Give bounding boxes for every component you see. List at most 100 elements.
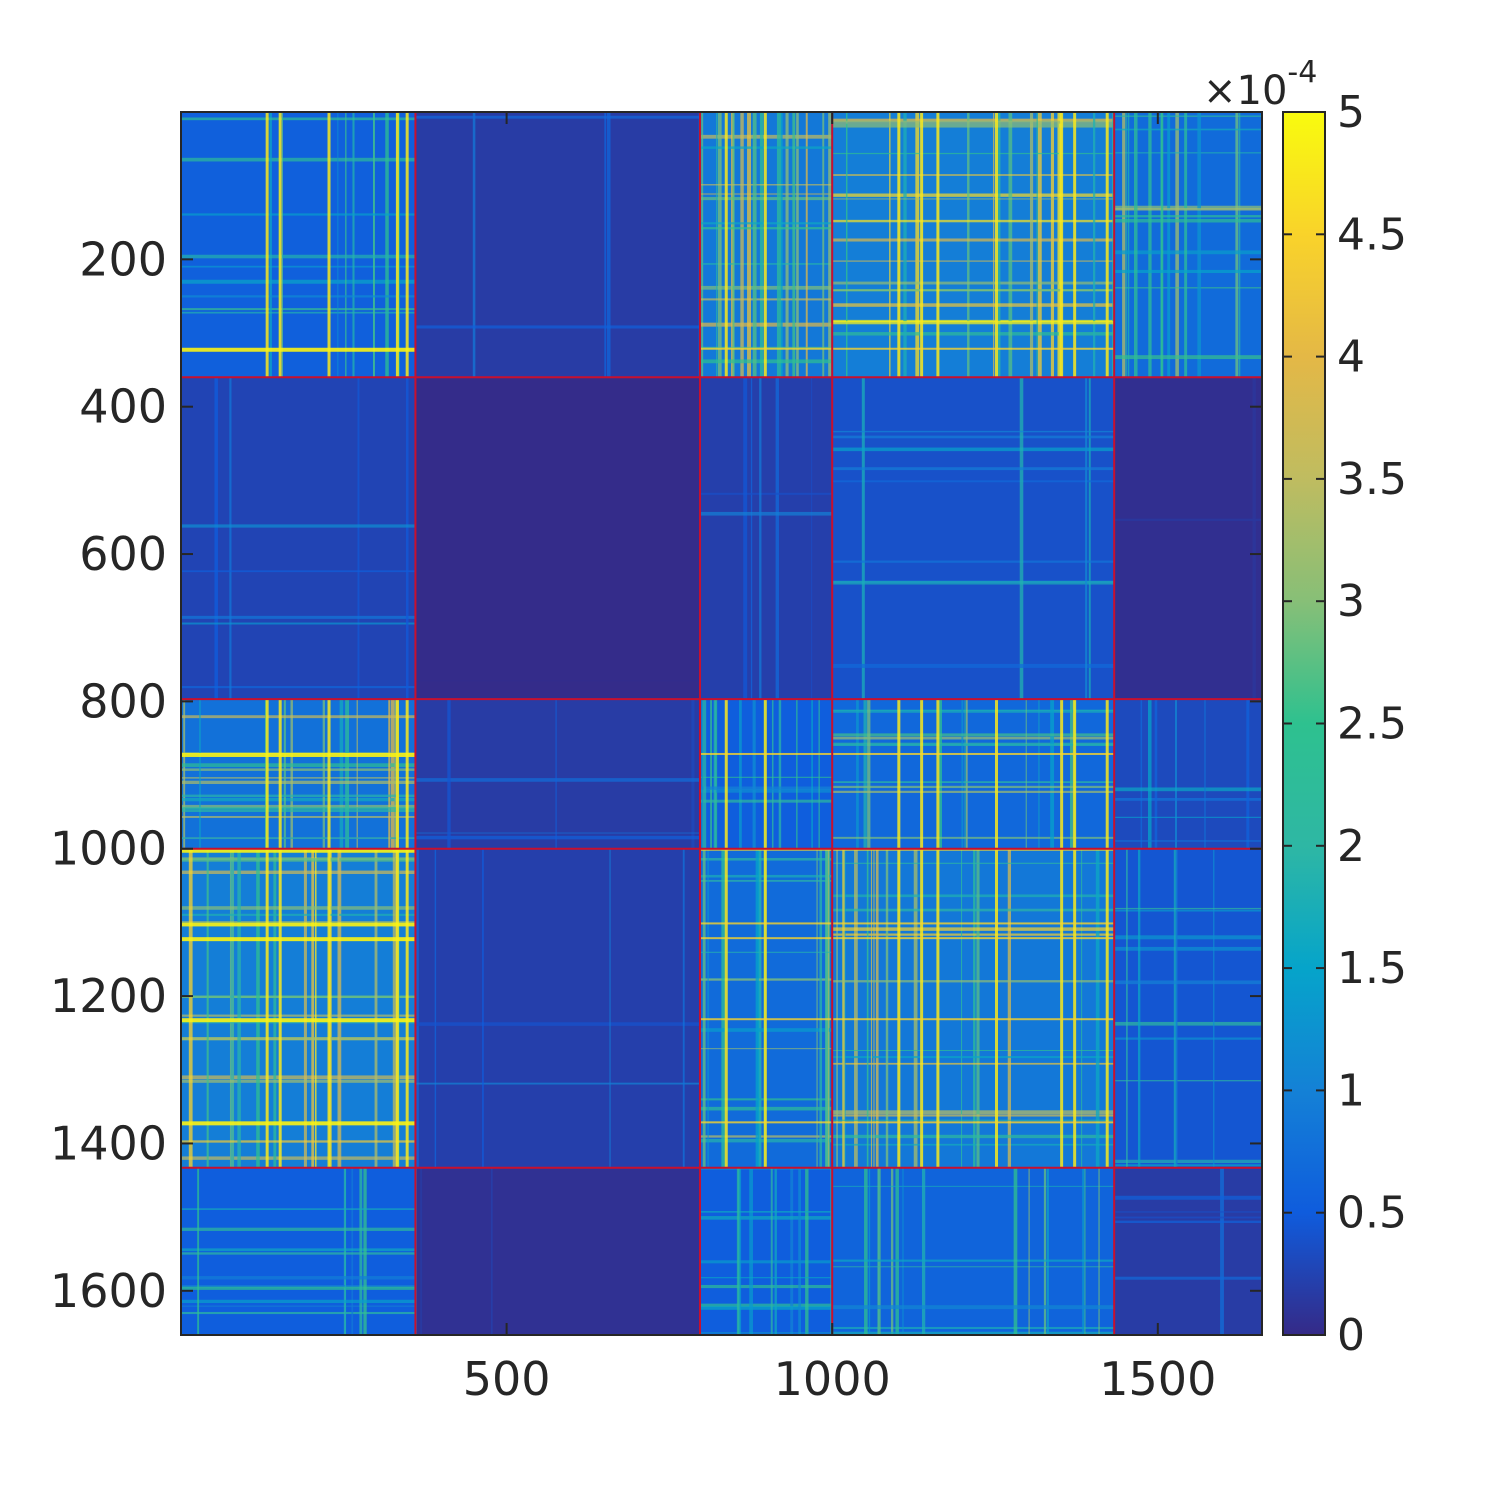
heatmap-stripe (181, 1140, 416, 1143)
heatmap-stripe (832, 1062, 1115, 1065)
heatmap-stripe (770, 1167, 773, 1335)
heatmap-hot-row (181, 937, 416, 942)
heatmap-stripe (902, 1167, 904, 1335)
heatmap-stripe (606, 112, 611, 378)
heatmap-stripe (915, 112, 920, 378)
heatmap-stripe (1114, 946, 1262, 951)
heatmap-stripe (832, 1305, 1115, 1310)
heatmap-stripe (1114, 798, 1262, 801)
heatmap-stripe (181, 1227, 416, 1231)
heatmap-stripe (866, 848, 869, 1168)
heatmap-stripe (181, 715, 416, 719)
y-tick-label: 600 (79, 527, 167, 581)
heatmap-stripe (352, 112, 355, 378)
heatmap-stripe (1028, 1167, 1030, 1335)
heatmap-hot-row (700, 937, 1115, 940)
heatmap-stripe (609, 848, 611, 1168)
heatmap-stripe (1114, 152, 1262, 154)
heatmap-stripe (832, 430, 1115, 433)
heatmap-stripe (875, 848, 879, 1168)
heatmap-stripe (415, 1022, 701, 1026)
heatmap-stripe (903, 112, 907, 378)
heatmap-hot-column (936, 699, 940, 1168)
heatmap-stripe (816, 848, 818, 1168)
heatmap-block (832, 1167, 1115, 1335)
heatmap-stripe (1114, 907, 1262, 910)
heatmap-stripe (181, 913, 416, 916)
heatmap-stripe (703, 699, 707, 849)
heatmap-stripe (752, 112, 757, 378)
heatmap-stripe (181, 804, 416, 809)
heatmap-block (181, 848, 416, 1168)
heatmap-stripe (832, 894, 1115, 898)
heatmap-stripe (1013, 1167, 1018, 1335)
heatmap-stripe (1114, 1164, 1262, 1167)
heatmap-stripe (1235, 112, 1239, 378)
heatmap-stripe (700, 1277, 833, 1279)
heatmap-stripe (691, 699, 695, 849)
heatmap-stripe (337, 848, 340, 1168)
y-tick-label: 1400 (50, 1116, 167, 1170)
heatmap-stripe (796, 699, 798, 849)
colorbar-tick-label: 3.5 (1337, 454, 1407, 505)
heatmap-stripe (1137, 848, 1141, 1168)
heatmap-stripe (832, 862, 1115, 864)
heatmap-stripe (416, 848, 419, 1168)
heatmap-stripe (1008, 112, 1013, 378)
heatmap-stripe (832, 1266, 1115, 1268)
colorbar-tick-label: 0.5 (1337, 1188, 1407, 1239)
heatmap-stripe (811, 377, 813, 700)
heatmap-stripe (774, 1167, 777, 1335)
heatmap-stripe (682, 848, 685, 1168)
heatmap-stripe (1082, 1167, 1085, 1335)
colorbar-tick-label: 5 (1337, 87, 1365, 138)
heatmap-stripe (889, 112, 891, 378)
heatmap-hot-column (1105, 699, 1109, 1168)
heatmap-hot-row (700, 347, 1115, 350)
heatmap-stripe (1126, 848, 1128, 1168)
heatmap-block (415, 112, 701, 378)
heatmap-stripe (832, 1056, 1115, 1059)
heatmap-stripe (832, 790, 1115, 793)
heatmap-stripe (359, 1167, 363, 1335)
heatmap-block (181, 377, 416, 700)
heatmap-stripe (832, 1331, 1115, 1335)
heatmap-stripe (181, 809, 416, 812)
heatmap-stripe (1114, 1021, 1262, 1026)
heatmap-stripe (181, 1284, 416, 1288)
heatmap-stripe (1114, 215, 1262, 218)
heatmap-hot-column (327, 699, 331, 1168)
heatmap-stripe (338, 848, 342, 1168)
heatmap-stripe (181, 768, 416, 771)
heatmap-stripe (311, 848, 315, 1168)
heatmap-stripe (1114, 115, 1262, 117)
heatmap-block (1114, 1167, 1262, 1335)
heatmap-stripe (832, 120, 1115, 124)
heatmap-stripe (811, 699, 813, 849)
heatmap-stripe (337, 112, 339, 378)
heatmap-stripe (237, 848, 241, 1168)
heatmap-stripe (700, 1168, 833, 1170)
heatmap-stripe (363, 1167, 367, 1335)
heatmap-hot-column (265, 112, 269, 378)
heatmap-stripe (710, 699, 712, 849)
x-tick-label: 1000 (774, 1352, 891, 1406)
heatmap-hot-row (700, 922, 1115, 925)
heatmap-hot-column (920, 699, 924, 1168)
heatmap-stripe (1019, 377, 1024, 700)
heatmap-stripe (1050, 699, 1055, 849)
heatmap-block (832, 112, 1115, 378)
heatmap-stripe (415, 680, 701, 682)
heatmap-stripe (303, 848, 307, 1168)
heatmap-block (832, 699, 1115, 849)
heatmap-stripe (717, 112, 722, 378)
heatmap-stripe (913, 848, 918, 1168)
heatmap-stripe (181, 157, 416, 162)
heatmap-stripe (832, 260, 1115, 262)
heatmap-stripe (700, 1303, 833, 1307)
heatmap-stripe (345, 1167, 347, 1335)
heatmap-stripe (1127, 112, 1130, 378)
heatmap-stripe (873, 848, 875, 1168)
heatmap-stripe (415, 1082, 701, 1085)
heatmap-hot-column (265, 699, 269, 1168)
